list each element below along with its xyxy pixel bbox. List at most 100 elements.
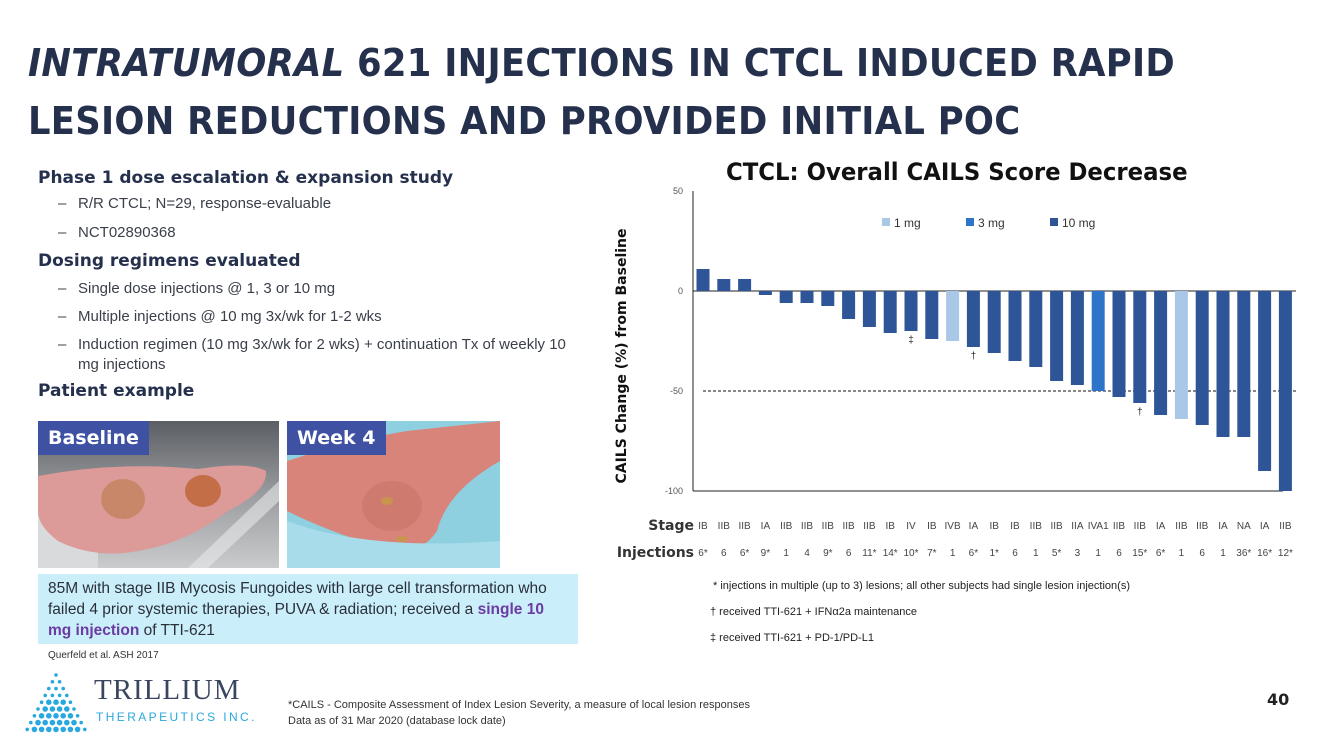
stage-label: IIB [1175,521,1188,532]
caption-text-end: of TTI-621 [139,622,215,639]
stage-label: IIB [1279,521,1292,532]
logo-dot [38,713,45,719]
bar [1278,291,1292,491]
y-tick-label: -50 [670,386,683,396]
bar [1050,291,1064,381]
injection-label: 4 [804,548,810,559]
logo-dot [60,726,66,733]
legend-label: 1 mg [894,216,921,230]
logo-subtitle: THERAPEUTICS INC. [96,710,257,724]
injection-label: 6* [698,548,708,559]
bar [717,279,731,291]
logo-dot [25,727,29,732]
stage-label: IIB [1196,521,1209,532]
trillium-logo: TRILLIUM THERAPEUTICS INC. [22,670,272,736]
stage-label: IB [927,521,937,532]
logo-dot [57,680,62,684]
logo-dot [47,686,51,691]
injection-label: 1* [989,548,999,559]
injection-label: 9* [761,548,771,559]
note-dagger: † received TTI-621 + IFNα2a maintenance [710,606,918,618]
logo-dot [31,726,38,733]
legend-swatch [1050,218,1058,226]
stage-label: IIB [1050,521,1063,532]
logo-dot [43,693,47,698]
stage-label: IIA [1071,521,1084,532]
note-asterisk: * injections in multiple (up to 3) lesio… [713,580,1130,592]
logo-dot [61,686,65,691]
bar [779,291,793,303]
title-italic: INTRATUMORAL [28,41,345,85]
injection-label: 6* [1156,548,1166,559]
bar [758,291,772,295]
logo-dot [38,726,45,733]
bar [1008,291,1022,361]
bar [1070,291,1084,385]
bar [966,291,980,347]
title-line2: LESION REDUCTIONS AND PROVIDED INITIAL P… [28,99,1021,143]
logo-dot [39,700,44,704]
y-axis-label: CAILS Change (%) from Baseline [614,228,630,483]
baseline-label: Baseline [38,421,149,455]
logo-dot [56,706,63,712]
injection-label: 14* [883,548,898,559]
logo-dot [54,673,58,677]
stage-label: IB [698,521,708,532]
stage-label: IV [906,521,916,532]
bar [1174,291,1188,419]
stage-label: IIB [1134,521,1147,532]
stage-label: IA [969,521,979,532]
logo-dot [74,726,81,733]
bar [1258,291,1272,471]
injection-label: 1 [1220,548,1226,559]
stage-label: IB [885,521,895,532]
injection-label: 6* [969,548,979,559]
stage-label: IA [761,521,771,532]
chart-title: CTCL: Overall CAILS Score Decrease [726,158,1188,186]
stage-label: IA [1156,521,1166,532]
bar [1195,291,1209,425]
logo-dot [79,720,83,725]
logo-dot [32,714,37,718]
dosing-bullet: Multiple injections @ 10 mg 3x/wk for 1-… [38,307,598,327]
injection-label: 6 [1199,548,1205,559]
stage-label: IIB [842,521,855,532]
left-panel: Phase 1 dose escalation & expansion stud… [38,168,598,401]
page-number: 40 [1267,690,1290,709]
dosing-bullet: Induction regimen (10 mg 3x/wk for 2 wks… [38,335,568,375]
bar-marker: † [971,351,977,362]
footnote: *CAILS - Composite Assessment of Index L… [288,697,750,729]
stage-label: IA [1260,521,1270,532]
injection-label: 6 [1116,548,1122,559]
logo-dot [46,699,52,705]
reference: Querfeld et al. ASH 2017 [48,650,159,661]
stage-label: IIB [1113,521,1126,532]
logo-dot [83,727,87,732]
baseline-photo-image [38,421,279,568]
injections-row-label: Injections [617,545,694,561]
logo-dot [53,699,59,705]
bar-marker: ‡ [908,335,914,346]
logo-dot [72,707,76,711]
study-heading: Phase 1 dose escalation & expansion stud… [38,168,454,188]
injection-label: 11* [862,548,876,559]
baseline-photo: Baseline [38,421,279,568]
logo-dot [42,706,48,712]
footnote-date: Data as of 31 Mar 2020 (database lock da… [288,715,506,727]
logo-dot [49,719,56,726]
logo-dot [54,686,58,691]
bar [1091,291,1105,391]
logo-dot [60,699,66,705]
logo-dot [60,713,66,719]
stage-row-label: Stage [648,518,694,534]
injection-label: 12* [1278,548,1293,559]
note-double-dagger: ‡ received TTI-621 + PD-1/PD-L1 [710,632,874,644]
stage-label: IVB [945,521,961,532]
trillium-dots-icon [25,673,87,733]
legend-swatch [882,218,890,226]
week4-label: Week 4 [287,421,386,455]
stage-label: IB [989,521,999,532]
patient-caption: 85M with stage IIB Mycosis Fungoides wit… [38,574,578,644]
logo-dot [75,714,80,718]
logo-dot [50,680,55,684]
